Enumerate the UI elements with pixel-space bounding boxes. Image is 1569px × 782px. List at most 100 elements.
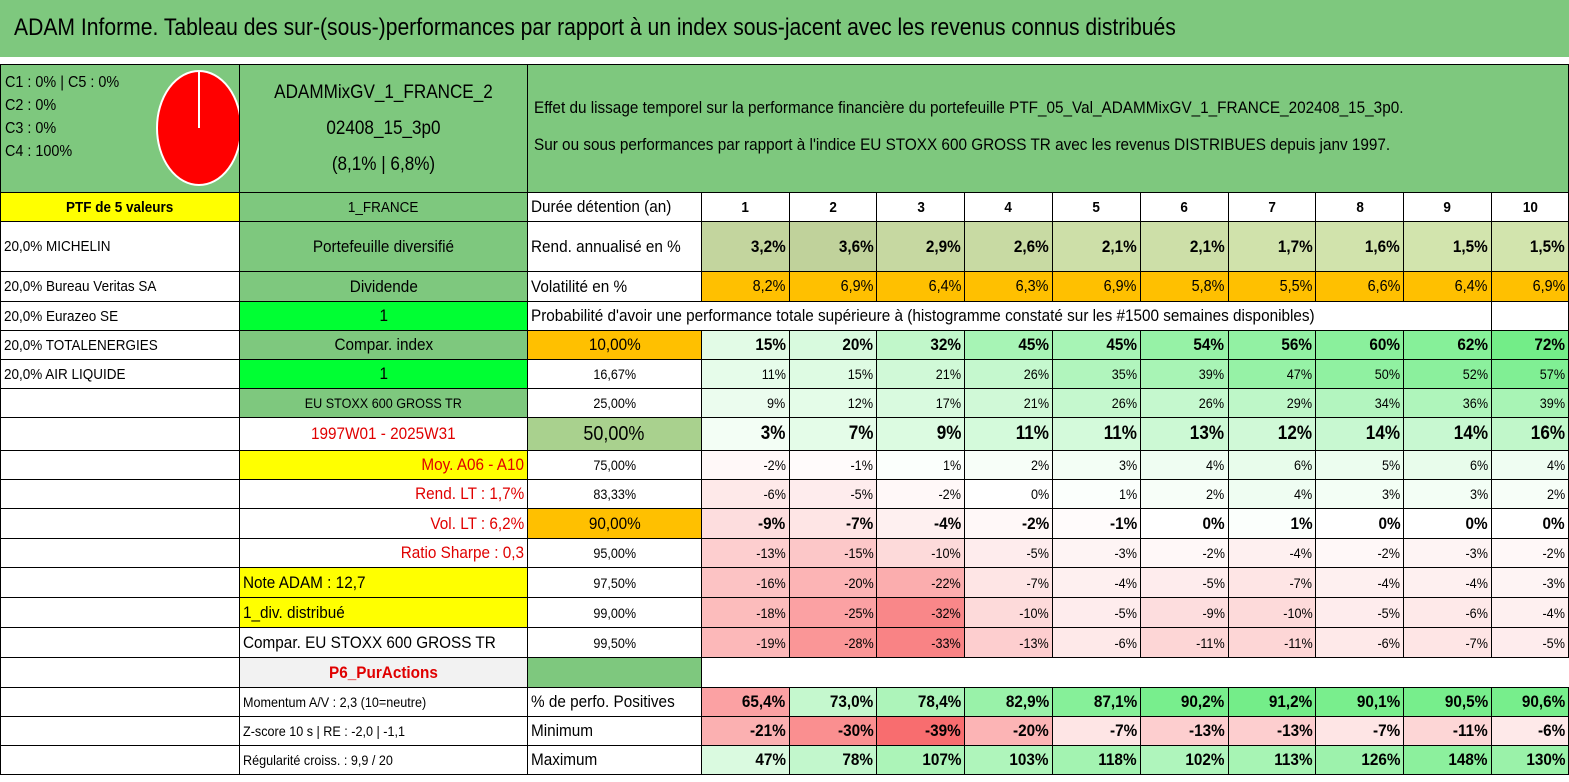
quantile-value: 1% bbox=[1227, 508, 1317, 539]
vol-value-text: 5,5% bbox=[1279, 277, 1313, 295]
stat-value-text: 113% bbox=[1274, 750, 1313, 769]
year-header-text: 5 bbox=[1092, 198, 1101, 216]
quantile-value: 62% bbox=[1403, 330, 1492, 360]
stat-value-text: 47% bbox=[754, 750, 786, 769]
pie-legend-item: C3 : 0% bbox=[5, 120, 57, 137]
quantile-value: 9% bbox=[700, 388, 790, 418]
quantile-label: 99,50% bbox=[526, 627, 702, 658]
sharpe: Ratio Sharpe : 0,3 bbox=[238, 538, 528, 568]
pie-legend-item: C4 : 100% bbox=[5, 143, 73, 160]
quantile-value: 39% bbox=[1139, 359, 1229, 389]
quantile-label-text: 97,50% bbox=[592, 574, 636, 591]
rend-value-text: 2,1% bbox=[1101, 236, 1137, 256]
quantile-value: 47% bbox=[1227, 359, 1317, 389]
quantile-value: -3% bbox=[1051, 538, 1141, 568]
quantile-value: -2% bbox=[964, 508, 1053, 539]
vol-value: 8,2% bbox=[700, 271, 790, 302]
quantile-value-text: 72% bbox=[1534, 335, 1565, 354]
quantile-value-text: -10% bbox=[931, 545, 962, 561]
quantile-value-text: 4% bbox=[1546, 457, 1565, 473]
rend-value: 1,7% bbox=[1227, 221, 1317, 272]
quantile-value: -7% bbox=[964, 567, 1053, 598]
quantile-value-text: 9% bbox=[767, 395, 786, 411]
quantile-value-text: 9% bbox=[936, 423, 962, 444]
year-header: 6 bbox=[1139, 192, 1229, 222]
rend-value-text: 2,1% bbox=[1189, 236, 1225, 256]
stat-label: % de perfo. Positives bbox=[526, 687, 702, 717]
quantile-value: -2% bbox=[1490, 538, 1569, 568]
empty-green-cell bbox=[526, 657, 702, 688]
stat-side-label: Z-score 10 s | RE : -2,0 | -1,1 bbox=[238, 716, 528, 746]
stat-value: 78,4% bbox=[876, 687, 966, 717]
quantile-value-text: 13% bbox=[1190, 423, 1225, 444]
quantile-value: 17% bbox=[876, 388, 966, 418]
rend-value: 2,1% bbox=[1051, 221, 1141, 272]
quantile-value-text: -10% bbox=[1282, 604, 1313, 621]
prob-header: Probabilité d'avoir une performance tota… bbox=[526, 301, 1492, 331]
rend-lt: Rend. LT : 1,7% bbox=[238, 479, 528, 509]
stat-value-text: -13% bbox=[1188, 721, 1225, 740]
stat-value: 103% bbox=[964, 745, 1053, 775]
empty-cell bbox=[0, 657, 240, 688]
moy-label: Moy. A06 - A10 bbox=[238, 450, 528, 480]
vol-value: 6,6% bbox=[1315, 271, 1405, 302]
rend-value: 2,6% bbox=[964, 221, 1053, 272]
quantile-value: 14% bbox=[1403, 417, 1492, 451]
stat-value: 90,6% bbox=[1490, 687, 1569, 717]
quantile-value: -4% bbox=[1227, 538, 1317, 568]
rend-value: 2,1% bbox=[1139, 221, 1229, 272]
quantile-value-text: -11% bbox=[1283, 634, 1313, 651]
quantile-value-text: -2% bbox=[1021, 513, 1049, 533]
empty-cell bbox=[0, 450, 240, 480]
quantile-value: 26% bbox=[1051, 388, 1141, 418]
year-header-text: 8 bbox=[1355, 198, 1364, 216]
stat-value: -13% bbox=[1227, 716, 1317, 746]
stat-value-text: -6% bbox=[1537, 721, 1565, 740]
stat-value: 90,5% bbox=[1403, 687, 1492, 717]
quantile-value-text: -32% bbox=[931, 604, 962, 621]
quantile-value-text: 0% bbox=[1542, 513, 1565, 533]
quantile-value-text: 39% bbox=[1539, 395, 1565, 411]
quantile-value: -4% bbox=[1051, 567, 1141, 598]
quantile-value: 29% bbox=[1227, 388, 1317, 418]
quantile-value-text: 34% bbox=[1374, 395, 1401, 411]
vol-value-text: 8,2% bbox=[752, 277, 786, 295]
quantile-value-text: -4% bbox=[1377, 574, 1401, 591]
vol-value-text: 6,6% bbox=[1367, 277, 1401, 295]
rend-value: 3,2% bbox=[700, 221, 790, 272]
quantile-value: 13% bbox=[1139, 417, 1229, 451]
rend-lt-text: Rend. LT : 1,7% bbox=[414, 484, 524, 503]
quantile-label: 83,33% bbox=[526, 479, 702, 509]
stat-value: -11% bbox=[1403, 716, 1492, 746]
year-header-text: 4 bbox=[1004, 198, 1013, 216]
rend-value-text: 3,6% bbox=[838, 236, 874, 256]
quantile-label-text: 16,67% bbox=[592, 366, 636, 382]
quantile-value-text: -11% bbox=[1196, 634, 1225, 651]
year-header: 3 bbox=[876, 192, 966, 222]
holding-row-text: 20,0% Eurazeo SE bbox=[4, 307, 119, 325]
quantile-value-text: 57% bbox=[1539, 366, 1565, 382]
quantile-value-text: 6% bbox=[1469, 457, 1488, 473]
quantile-value: 32% bbox=[876, 330, 966, 360]
rend-value: 3,6% bbox=[788, 221, 878, 272]
quantile-value-text: 4% bbox=[1206, 457, 1225, 473]
stat-value-text: 102% bbox=[1185, 750, 1225, 769]
stat-value: 47% bbox=[700, 745, 790, 775]
stat-label-text: Maximum bbox=[530, 750, 598, 769]
stat-value-text: 126% bbox=[1360, 750, 1401, 769]
rend-value: 1,5% bbox=[1490, 221, 1569, 272]
description-cell: Effet du lissage temporel sur la perform… bbox=[526, 64, 1569, 193]
holdings-header: PTF de 5 valeurs bbox=[0, 192, 240, 222]
div-distribue-text: 1_div. distribué bbox=[242, 602, 345, 622]
quantile-value-text: 15% bbox=[848, 366, 874, 382]
quantile-value-text: -4% bbox=[1289, 545, 1313, 561]
quantile-value-text: -2% bbox=[1542, 545, 1565, 561]
stat-value-text: -13% bbox=[1276, 721, 1313, 740]
quantile-value: -10% bbox=[964, 597, 1053, 628]
quantile-value-text: 39% bbox=[1199, 366, 1225, 382]
stat-value: -39% bbox=[876, 716, 966, 746]
quantile-value: -1% bbox=[1051, 508, 1141, 539]
quantile-value: 11% bbox=[700, 359, 790, 389]
quantile-value: -16% bbox=[700, 567, 790, 598]
quantile-value: 72% bbox=[1490, 330, 1569, 360]
